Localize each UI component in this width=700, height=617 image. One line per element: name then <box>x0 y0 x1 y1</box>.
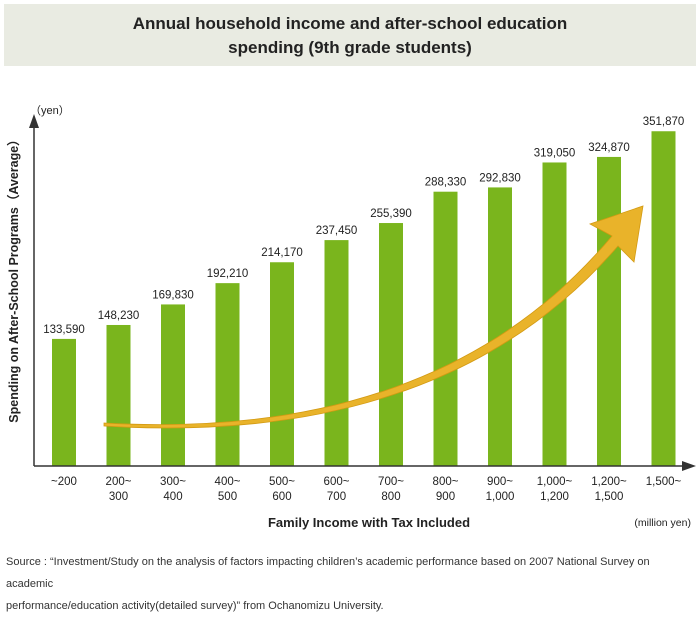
trend-arrow <box>103 205 644 429</box>
value-label-10: 319,050 <box>534 147 576 159</box>
x-tick-label-12: 1,500~ <box>646 476 682 488</box>
source-line-2: performance/education activity(detailed … <box>6 600 384 612</box>
x-tick-label-9: 900~ 1,000 <box>486 476 515 503</box>
x-tick-label-2: 200~ 300 <box>106 476 132 503</box>
y-axis-arrowhead <box>29 114 39 128</box>
value-label-6: 237,450 <box>316 225 358 237</box>
x-tick-label-7: 700~ 800 <box>378 476 404 503</box>
bar-4 <box>215 283 240 466</box>
chart-title-line-1: Annual household income and after-school… <box>132 14 568 33</box>
bar-1 <box>52 338 76 466</box>
bar-2 <box>106 324 131 466</box>
value-label-7: 255,390 <box>370 208 412 220</box>
bars-layer <box>52 131 676 467</box>
x-axis-label: Family Income with Tax Included <box>268 515 470 530</box>
value-label-4: 192,210 <box>207 268 249 280</box>
x-tick-label-3: 300~ 400 <box>160 476 186 503</box>
bar-chart: 133,590 148,230 169,830 192,210 214,170 237,4… <box>6 104 696 530</box>
x-axis-arrowhead <box>682 461 696 471</box>
x-tick-label-6: 600~ 700 <box>324 476 350 503</box>
value-label-12: 351,870 <box>643 116 685 128</box>
y-axis-label: Spending on After-School Programs（Averag… <box>6 133 21 422</box>
value-label-5: 214,170 <box>261 247 303 259</box>
x-tick-label-8: 800~ 900 <box>433 476 459 503</box>
value-label-8: 288,330 <box>425 177 467 189</box>
bar-8 <box>433 191 458 466</box>
bar-9 <box>488 187 512 467</box>
x-tick-label-1: ~200 <box>51 476 77 488</box>
bar-12 <box>651 131 676 467</box>
x-axis-unit: (million yen) <box>634 517 691 529</box>
x-tick-labels: ~200 200~ 300 300~ 400 400~ 500 500~ 600 600~ 700 7… <box>51 476 681 503</box>
value-label-2: 148,230 <box>98 310 140 322</box>
value-label-11: 324,870 <box>588 142 630 154</box>
value-label-9: 292,830 <box>479 172 521 184</box>
x-tick-label-4: 400~ 500 <box>215 476 241 503</box>
source-note: Source : “Investment/Study on the analys… <box>6 551 694 617</box>
bar-3 <box>161 304 185 466</box>
y-axis-unit: （yen） <box>30 104 70 117</box>
value-label-3: 169,830 <box>152 289 194 301</box>
bar-7 <box>379 223 403 466</box>
value-label-1: 133,590 <box>43 324 85 336</box>
x-tick-label-11: 1,200~ 1,500 <box>591 476 627 503</box>
chart-title-line-2: spending (9th grade students) <box>228 38 472 57</box>
source-line-1: Source : “Investment/Study on the analys… <box>6 556 650 590</box>
bar-5 <box>270 262 294 466</box>
x-tick-label-10: 1,000~ 1,200 <box>537 476 573 503</box>
chart-title-box: Annual household income and after-school… <box>4 4 696 66</box>
labels-layer: 133,590 148,230 169,830 192,210 214,170 237,4… <box>43 116 684 336</box>
bar-6 <box>324 240 349 466</box>
bar-11 <box>597 156 621 466</box>
x-tick-label-5: 500~ 600 <box>269 476 295 503</box>
